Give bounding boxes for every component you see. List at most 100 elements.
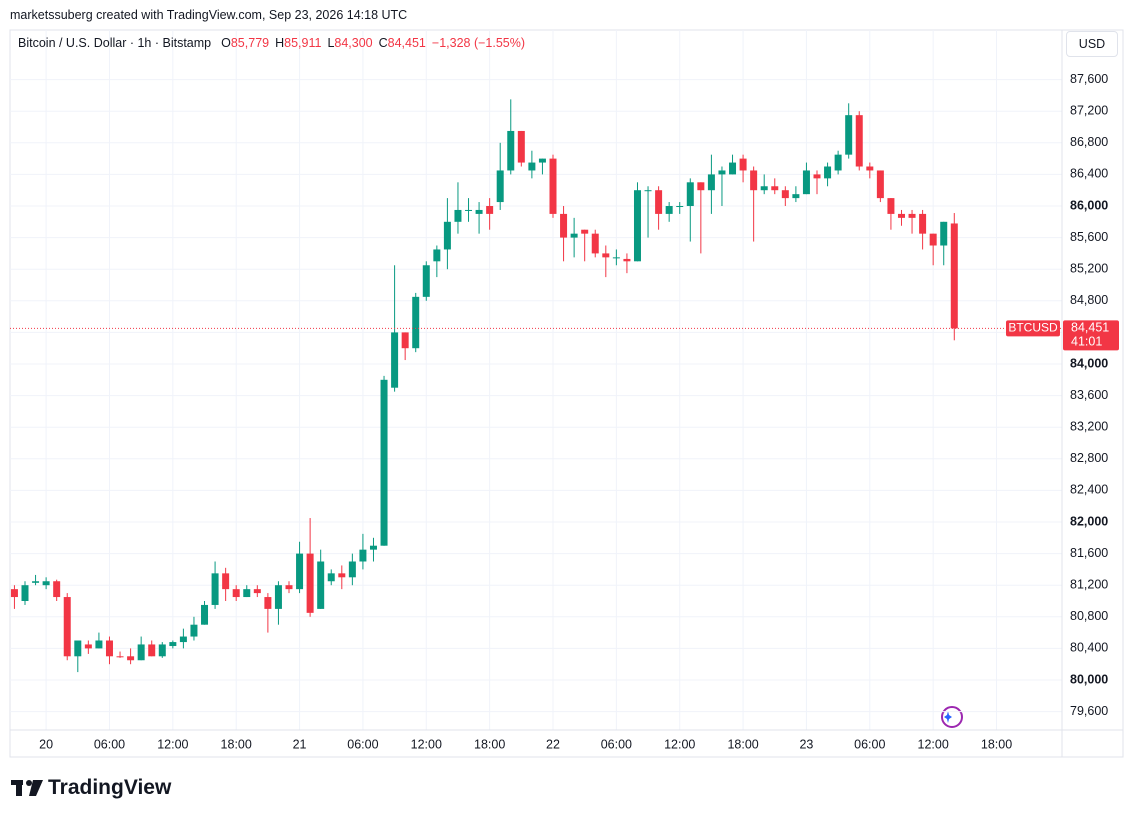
candle-body <box>686 182 694 207</box>
candle-body <box>391 332 399 388</box>
candle-body <box>707 174 715 191</box>
candle-body <box>644 190 652 192</box>
candle-body <box>232 589 240 598</box>
credit: marketssuberg created with TradingView.c… <box>10 8 408 22</box>
chart-frame <box>9 29 1124 758</box>
x-tick-label: 22 <box>546 737 560 751</box>
candle-body <box>32 581 40 583</box>
candle-body <box>538 158 546 163</box>
currency-button[interactable]: USD <box>1066 31 1118 57</box>
candle-body <box>190 624 198 637</box>
y-tick-label: 83,600 <box>1070 388 1108 402</box>
y-tick-label: 85,200 <box>1070 262 1108 276</box>
candle-body <box>771 186 779 191</box>
candle-body <box>296 553 304 590</box>
grid <box>10 30 1062 730</box>
candle-body <box>95 640 103 649</box>
candle-body <box>21 585 29 601</box>
ohlc-letter: O <box>221 36 231 50</box>
candle-body <box>84 644 92 649</box>
candle-body <box>148 644 156 657</box>
y-tick-label: 82,800 <box>1070 451 1108 465</box>
x-tick-label: 18:00 <box>727 737 758 751</box>
symbol-tag-label: BTCUSD <box>1008 321 1058 335</box>
candle-body <box>317 561 325 609</box>
candle-body <box>612 257 620 259</box>
x-tick-label: 12:00 <box>411 737 442 751</box>
candle-body <box>274 585 282 609</box>
x-tick-label: 21 <box>293 737 307 751</box>
candle-body <box>359 549 367 562</box>
symbol: Bitcoin / U.S. Dollar · 1h · Bitstamp <box>18 36 212 50</box>
brand: TradingView <box>48 776 172 799</box>
x-tick-label: 06:00 <box>601 737 632 751</box>
candle-body <box>433 249 441 262</box>
ohlc-value: 84,451 <box>387 36 426 50</box>
ohlc-value: 85,779 <box>230 36 270 50</box>
x-tick-label: 12:00 <box>664 737 695 751</box>
candle-body <box>211 573 219 605</box>
candle-body <box>105 640 113 657</box>
candle-body <box>602 253 610 258</box>
legend: Bitcoin / U.S. Dollar · 1h · Bitstamp O85… <box>18 36 531 50</box>
y-tick-label: 86,400 <box>1070 167 1108 181</box>
candle-body <box>834 154 842 171</box>
candle-body <box>137 644 145 661</box>
candle-body <box>486 206 494 214</box>
y-tick-label: 80,000 <box>1070 672 1108 686</box>
candle-body <box>127 656 135 661</box>
x-tick-label: 12:00 <box>918 737 949 751</box>
y-tick-label: 86,000 <box>1070 198 1108 212</box>
candle-body <box>116 656 124 658</box>
candle-body <box>348 561 356 578</box>
x-tick-label: 18:00 <box>981 737 1012 751</box>
candle-body <box>201 604 209 625</box>
candle-body <box>53 581 61 598</box>
candle-body <box>718 170 726 175</box>
candle-body <box>781 190 789 199</box>
candle-body <box>929 233 937 246</box>
candle-body <box>401 332 409 349</box>
candle-body <box>507 130 515 171</box>
candle-body <box>412 296 420 349</box>
candle-body <box>581 229 589 234</box>
y-tick-label: 87,600 <box>1070 72 1108 86</box>
candle-body <box>813 174 821 179</box>
x-tick-label: 06:00 <box>854 737 885 751</box>
candle-body <box>243 589 251 598</box>
candle-body <box>623 258 631 262</box>
candle-body <box>940 221 948 246</box>
candle-body <box>285 585 293 590</box>
y-tick-label: 83,200 <box>1070 419 1108 433</box>
candle-body <box>222 573 230 590</box>
candle-body <box>845 115 853 155</box>
candle-body <box>855 115 863 167</box>
ohlc-letter: L <box>327 36 335 50</box>
symbol-tag <box>1006 320 1060 337</box>
price-tag-label: 84,451 <box>1071 321 1109 335</box>
candle-body <box>876 170 884 199</box>
y-tick-label: 85,600 <box>1070 230 1108 244</box>
candle-body <box>697 182 705 191</box>
candle-body <box>306 553 314 613</box>
candle-body <box>897 213 905 218</box>
candle-body <box>676 206 684 208</box>
candle-body <box>465 209 473 211</box>
candle-body <box>792 194 800 199</box>
ohlc-letter: C <box>378 36 388 50</box>
candle-body <box>866 166 874 171</box>
candle-body <box>443 221 451 250</box>
candle-body <box>665 206 673 214</box>
logo <box>11 780 43 796</box>
icon[interactable] <box>941 706 963 728</box>
candle-body <box>591 233 599 254</box>
candle-body <box>380 379 388 546</box>
x-tick-label: 20 <box>39 737 53 751</box>
candle-body <box>253 589 261 594</box>
ohlc-value: 84,300 <box>334 36 373 50</box>
candle-body <box>179 636 187 643</box>
candle-body <box>74 640 82 657</box>
candle-body <box>655 190 663 214</box>
